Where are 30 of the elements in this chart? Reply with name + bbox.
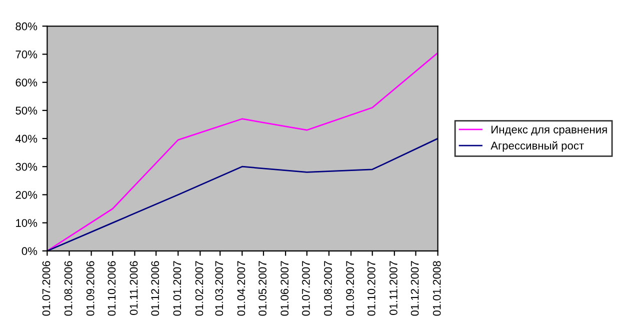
y-tick-label: 0% [22,247,38,256]
x-tick-label: 01.08.2006 [64,261,72,316]
x-tick-label: 01.09.2007 [346,261,354,316]
x-tick-label: 01.05.2007 [258,261,266,316]
legend-label: Индекс для сравнения [492,126,607,136]
y-tick-label: 10% [16,219,38,227]
x-tick-label: 01.03.2007 [215,261,224,316]
y-tick-label: 30% [16,162,38,171]
x-tick-label: 01.07.2007 [302,261,310,316]
x-tick-label: 01.01.2008 [432,261,441,316]
x-tick-label: 01.04.2007 [237,261,246,316]
x-tick-label: 01.10.2006 [108,261,116,316]
y-tick-label: 70% [16,50,38,58]
y-tick-label: 20% [16,190,38,199]
x-tick-label: 01.11.2006 [130,261,138,315]
y-tick-label: 60% [16,78,38,86]
x-tick-label: 01.12.2006 [151,261,160,316]
x-tick-label: 01.07.2006 [42,261,50,316]
x-tick-label: 01.01.2007 [173,261,182,316]
x-tick-label: 01.02.2007 [195,261,204,316]
y-tick-label: 80% [16,22,38,30]
x-tick-label: 01.11.2007 [390,261,398,315]
legend-label: Агрессивный рост [490,141,584,152]
y-tick-label: 40% [15,134,38,143]
x-tick-label: 01.08.2007 [324,261,332,316]
x-tick-label: 01.09.2006 [86,261,94,316]
x-tick-label: 01.12.2007 [410,261,419,316]
x-tick-label: 01.10.2007 [367,261,376,316]
y-tick-label: 50% [16,106,38,115]
x-tick-label: 01.06.2007 [280,261,289,316]
